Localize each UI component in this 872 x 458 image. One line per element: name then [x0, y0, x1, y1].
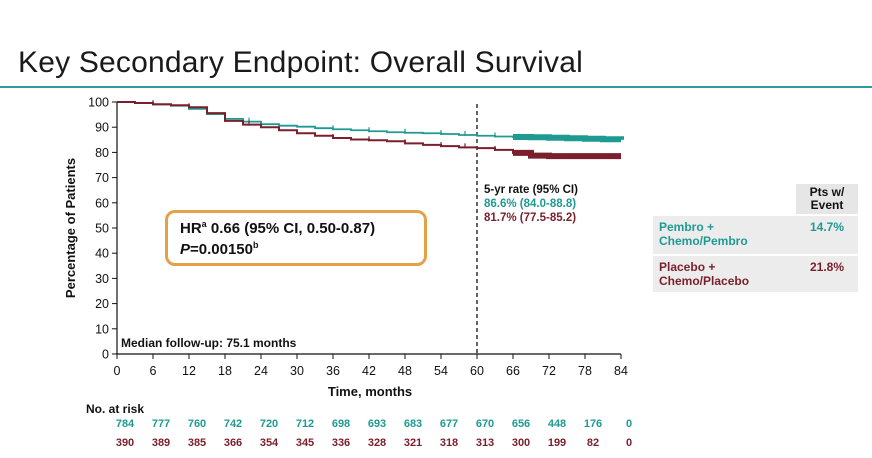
- x-tick-label: 12: [182, 364, 196, 378]
- risk-count: 656: [511, 418, 531, 430]
- hr-value: 0.66 (95% CI, 0.50-0.87): [206, 220, 376, 237]
- risk-count: 328: [367, 437, 387, 449]
- hr-label: HR: [180, 220, 202, 237]
- x-tick-label: 48: [398, 364, 412, 378]
- x-tick-label: 6: [150, 364, 157, 378]
- events-arm-pembro: Pembro + Chemo/Pembro: [659, 220, 748, 248]
- hazard-ratio-line: HRa 0.66 (95% CI, 0.50-0.87): [180, 219, 424, 237]
- risk-count: 784: [115, 418, 135, 430]
- series-tail-placebo: [513, 149, 621, 160]
- y-tick-label: 80: [95, 146, 109, 160]
- risk-count: 345: [295, 437, 315, 449]
- risk-count: 0: [625, 418, 633, 430]
- y-tick-label: 50: [95, 222, 109, 236]
- events-table-header-blank: [653, 184, 796, 214]
- risk-count: 760: [187, 418, 207, 430]
- x-tick-label: 60: [470, 364, 484, 378]
- x-axis-title: Time, months: [328, 384, 412, 399]
- risk-count: 712: [295, 418, 315, 430]
- x-tick-label: 18: [218, 364, 232, 378]
- risk-count: 354: [259, 437, 279, 449]
- events-table-header: Pts w/ Event: [653, 184, 858, 214]
- x-tick-label: 84: [614, 364, 628, 378]
- x-tick-label: 72: [542, 364, 556, 378]
- y-tick-label: 90: [95, 121, 109, 135]
- p-value: =0.00150: [190, 241, 253, 258]
- y-axis-title: Percentage of Patients: [63, 158, 78, 298]
- chart-axes: 0 10 20 30 40 50 60 70 80 90 100 0 6 12 18 24 30 36 42 48 54…: [88, 96, 628, 379]
- hr-superscript: a: [201, 219, 207, 229]
- y-tick-label: 70: [95, 171, 109, 185]
- five-year-rate-annotation: 5-yr rate (95% CI) 86.6% (84.0-88.8) 81.…: [484, 183, 578, 225]
- risk-count: 720: [259, 418, 279, 430]
- x-tick-label: 24: [254, 364, 268, 378]
- median-followup-annotation: Median follow-up: 75.1 months: [121, 336, 297, 350]
- risk-count: 670: [475, 418, 495, 430]
- y-tick-label: 30: [95, 272, 109, 286]
- x-tick-label: 36: [326, 364, 340, 378]
- x-tick-label: 78: [578, 364, 592, 378]
- events-table-row: Pembro + Chemo/Pembro 14.7%: [653, 216, 858, 254]
- events-table: Pts w/ Event Pembro + Chemo/Pembro 14.7%…: [653, 184, 858, 292]
- y-tick-label: 40: [95, 247, 109, 261]
- five-year-pembro: 86.6% (84.0-88.8): [484, 198, 577, 210]
- risk-count: 448: [547, 418, 567, 430]
- risk-count: 677: [439, 418, 459, 430]
- page-title: Key Secondary Endpoint: Overall Survival: [18, 46, 583, 79]
- risk-count: 300: [511, 437, 531, 449]
- risk-table-label: No. at risk: [86, 402, 145, 416]
- y-tick-label: 10: [95, 322, 109, 336]
- title-divider: [0, 86, 872, 88]
- risk-row-placebo: 390 389 385 366 354 345 336 328 321 318 313 300 199 8…: [0, 437, 872, 451]
- risk-count: 390: [115, 437, 135, 449]
- x-tick-label: 0: [114, 364, 121, 378]
- five-year-placebo: 81.7% (77.5-85.2): [484, 212, 577, 224]
- x-tick-label: 54: [434, 364, 448, 378]
- events-table-header-label: Pts w/ Event: [809, 185, 845, 212]
- series-tail-pembro: [513, 134, 624, 143]
- risk-count: 0: [625, 437, 633, 449]
- events-value-pembro: 14.7%: [809, 220, 845, 234]
- x-tick-label: 66: [506, 364, 520, 378]
- risk-count: 389: [151, 437, 171, 449]
- risk-count: 683: [403, 418, 423, 430]
- risk-count: 313: [475, 437, 495, 449]
- y-tick-label: 20: [95, 297, 109, 311]
- p-superscript: b: [253, 240, 259, 250]
- chart-marks: [117, 100, 624, 160]
- p-label: P: [180, 241, 191, 258]
- risk-count: 385: [187, 437, 207, 449]
- risk-count: 82: [586, 437, 600, 449]
- risk-count: 742: [223, 418, 243, 430]
- five-year-title: 5-yr rate (95% CI): [484, 184, 578, 196]
- risk-count: 693: [367, 418, 387, 430]
- risk-count: 336: [331, 437, 351, 449]
- risk-count: 698: [331, 418, 351, 430]
- events-value-placebo: 21.8%: [809, 260, 845, 274]
- y-tick-label: 60: [95, 196, 109, 210]
- y-tick-label: 100: [88, 96, 109, 110]
- x-tick-label: 42: [362, 364, 376, 378]
- y-tick-label: 0: [102, 348, 109, 362]
- events-arm-placebo: Placebo + Chemo/Placebo: [659, 260, 750, 288]
- p-value-line: P=0.00150b: [180, 240, 424, 258]
- x-tick-label: 30: [290, 364, 304, 378]
- risk-count: 777: [151, 418, 171, 430]
- risk-count: 176: [583, 418, 603, 430]
- hazard-ratio-box: HRa 0.66 (95% CI, 0.50-0.87) P=0.00150b: [165, 210, 427, 266]
- risk-count: 321: [403, 437, 423, 449]
- events-table-row: Placebo + Chemo/Placebo 21.8%: [653, 256, 858, 292]
- risk-count: 366: [223, 437, 243, 449]
- risk-row-pembro: 784 777 760 742 720 712 698 693 683 677 670 656 448 1…: [0, 418, 872, 432]
- risk-count: 318: [439, 437, 459, 449]
- risk-count: 199: [547, 437, 567, 449]
